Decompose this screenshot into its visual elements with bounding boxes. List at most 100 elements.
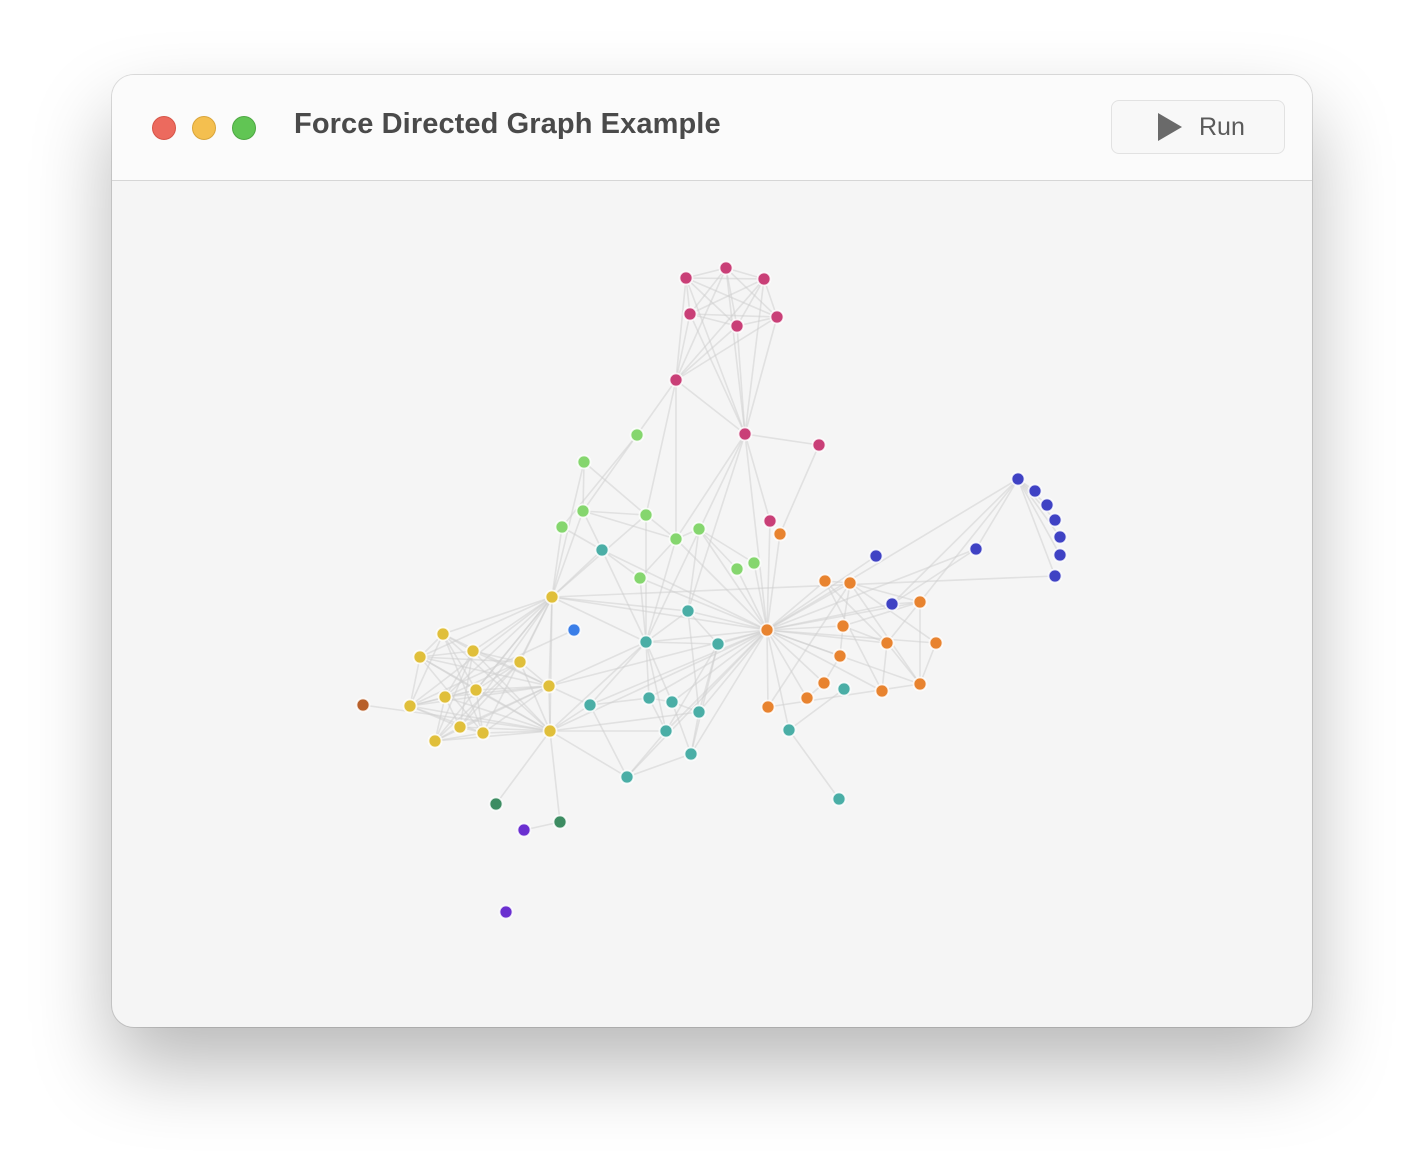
graph-node-teal[interactable] <box>594 542 610 558</box>
graph-node-teal[interactable] <box>582 697 598 713</box>
graph-node-orange[interactable] <box>928 635 944 651</box>
graph-node-magenta[interactable] <box>737 426 753 442</box>
graph-node-orange[interactable] <box>799 690 815 706</box>
graph-node-brown[interactable] <box>355 697 371 713</box>
close-icon[interactable] <box>152 116 176 140</box>
graph-node-lightgreen[interactable] <box>638 507 654 523</box>
graph-node-yellow[interactable] <box>542 723 558 739</box>
graph-node-yellow[interactable] <box>402 698 418 714</box>
graph-node-orange[interactable] <box>912 594 928 610</box>
graph-node-indigo[interactable] <box>1052 529 1068 545</box>
graph-node-lightgreen[interactable] <box>554 519 570 535</box>
graph-node-magenta[interactable] <box>682 306 698 322</box>
graph-node-indigo[interactable] <box>1052 547 1068 563</box>
graph-node-teal[interactable] <box>781 722 797 738</box>
graph-node-yellow[interactable] <box>512 654 528 670</box>
graph-node-indigo[interactable] <box>1010 471 1026 487</box>
graph-node-lightgreen[interactable] <box>575 503 591 519</box>
graph-node-lightgreen[interactable] <box>632 570 648 586</box>
graph-node-magenta[interactable] <box>718 260 734 276</box>
graph-node-indigo[interactable] <box>1039 497 1055 513</box>
graph-node-orange[interactable] <box>835 618 851 634</box>
graph-node-yellow[interactable] <box>437 689 453 705</box>
graph-canvas[interactable] <box>112 181 1312 1027</box>
graph-link <box>472 650 550 687</box>
graph-node-indigo[interactable] <box>968 541 984 557</box>
graph-link <box>601 549 641 579</box>
graph-node-darkgreen[interactable] <box>488 796 504 812</box>
graph-node-teal[interactable] <box>683 746 699 762</box>
graph-node-orange[interactable] <box>759 622 775 638</box>
force-graph[interactable] <box>112 181 1312 1027</box>
graph-node-yellow[interactable] <box>468 682 484 698</box>
graph-node-orange[interactable] <box>842 575 858 591</box>
graph-node-teal[interactable] <box>658 723 674 739</box>
graph-node-orange[interactable] <box>817 573 833 589</box>
graph-node-teal[interactable] <box>619 769 635 785</box>
graph-node-lightgreen[interactable] <box>576 454 592 470</box>
graph-link <box>645 610 689 643</box>
graph-node-blue[interactable] <box>566 622 582 638</box>
graph-node-orange[interactable] <box>772 526 788 542</box>
graph-node-magenta[interactable] <box>729 318 745 334</box>
graph-link <box>495 730 551 805</box>
graph-node-lightgreen[interactable] <box>691 521 707 537</box>
graph-node-yellow[interactable] <box>427 733 443 749</box>
graph-link <box>687 528 700 612</box>
zoom-icon[interactable] <box>232 116 256 140</box>
graph-link <box>583 461 647 516</box>
graph-node-yellow[interactable] <box>452 719 468 735</box>
graph-node-teal[interactable] <box>680 603 696 619</box>
graph-link <box>434 685 550 742</box>
graph-link <box>409 656 421 707</box>
graph-node-lightgreen[interactable] <box>629 427 645 443</box>
graph-node-yellow[interactable] <box>435 626 451 642</box>
graph-link <box>442 596 553 635</box>
graph-node-teal[interactable] <box>641 690 657 706</box>
graph-node-orange[interactable] <box>832 648 848 664</box>
graph-node-purple[interactable] <box>498 904 514 920</box>
graph-link <box>548 629 768 687</box>
graph-node-purple[interactable] <box>516 822 532 838</box>
graph-node-yellow[interactable] <box>465 643 481 659</box>
graph-node-magenta[interactable] <box>756 271 772 287</box>
graph-node-lightgreen[interactable] <box>729 561 745 577</box>
graph-node-orange[interactable] <box>874 683 890 699</box>
graph-node-yellow[interactable] <box>541 678 557 694</box>
graph-node-indigo[interactable] <box>1047 568 1063 584</box>
graph-node-orange[interactable] <box>760 699 776 715</box>
graph-node-yellow[interactable] <box>475 725 491 741</box>
graph-node-magenta[interactable] <box>769 309 785 325</box>
graph-node-indigo[interactable] <box>1047 512 1063 528</box>
graph-node-magenta[interactable] <box>668 372 684 388</box>
graph-nodes[interactable] <box>355 260 1068 920</box>
minimize-icon[interactable] <box>192 116 216 140</box>
graph-link <box>690 643 719 755</box>
graph-node-orange[interactable] <box>816 675 832 691</box>
graph-node-teal[interactable] <box>836 681 852 697</box>
graph-link <box>744 433 820 446</box>
graph-node-orange[interactable] <box>912 676 928 692</box>
graph-node-lightgreen[interactable] <box>746 555 762 571</box>
graph-link <box>582 510 647 516</box>
graph-node-teal[interactable] <box>664 694 680 710</box>
graph-node-magenta[interactable] <box>762 513 778 529</box>
graph-node-indigo[interactable] <box>884 596 900 612</box>
graph-node-magenta[interactable] <box>678 270 694 286</box>
graph-node-magenta[interactable] <box>811 437 827 453</box>
graph-link <box>766 629 769 708</box>
graph-node-teal[interactable] <box>710 636 726 652</box>
graph-node-indigo[interactable] <box>1027 483 1043 499</box>
graph-node-lightgreen[interactable] <box>668 531 684 547</box>
graph-node-yellow[interactable] <box>544 589 560 605</box>
graph-node-teal[interactable] <box>691 704 707 720</box>
graph-link <box>549 629 768 732</box>
graph-node-teal[interactable] <box>638 634 654 650</box>
graph-node-darkgreen[interactable] <box>552 814 568 830</box>
graph-link <box>551 526 563 598</box>
graph-node-yellow[interactable] <box>412 649 428 665</box>
run-button[interactable]: Run <box>1111 100 1285 154</box>
graph-node-teal[interactable] <box>831 791 847 807</box>
graph-node-orange[interactable] <box>879 635 895 651</box>
graph-node-indigo[interactable] <box>868 548 884 564</box>
